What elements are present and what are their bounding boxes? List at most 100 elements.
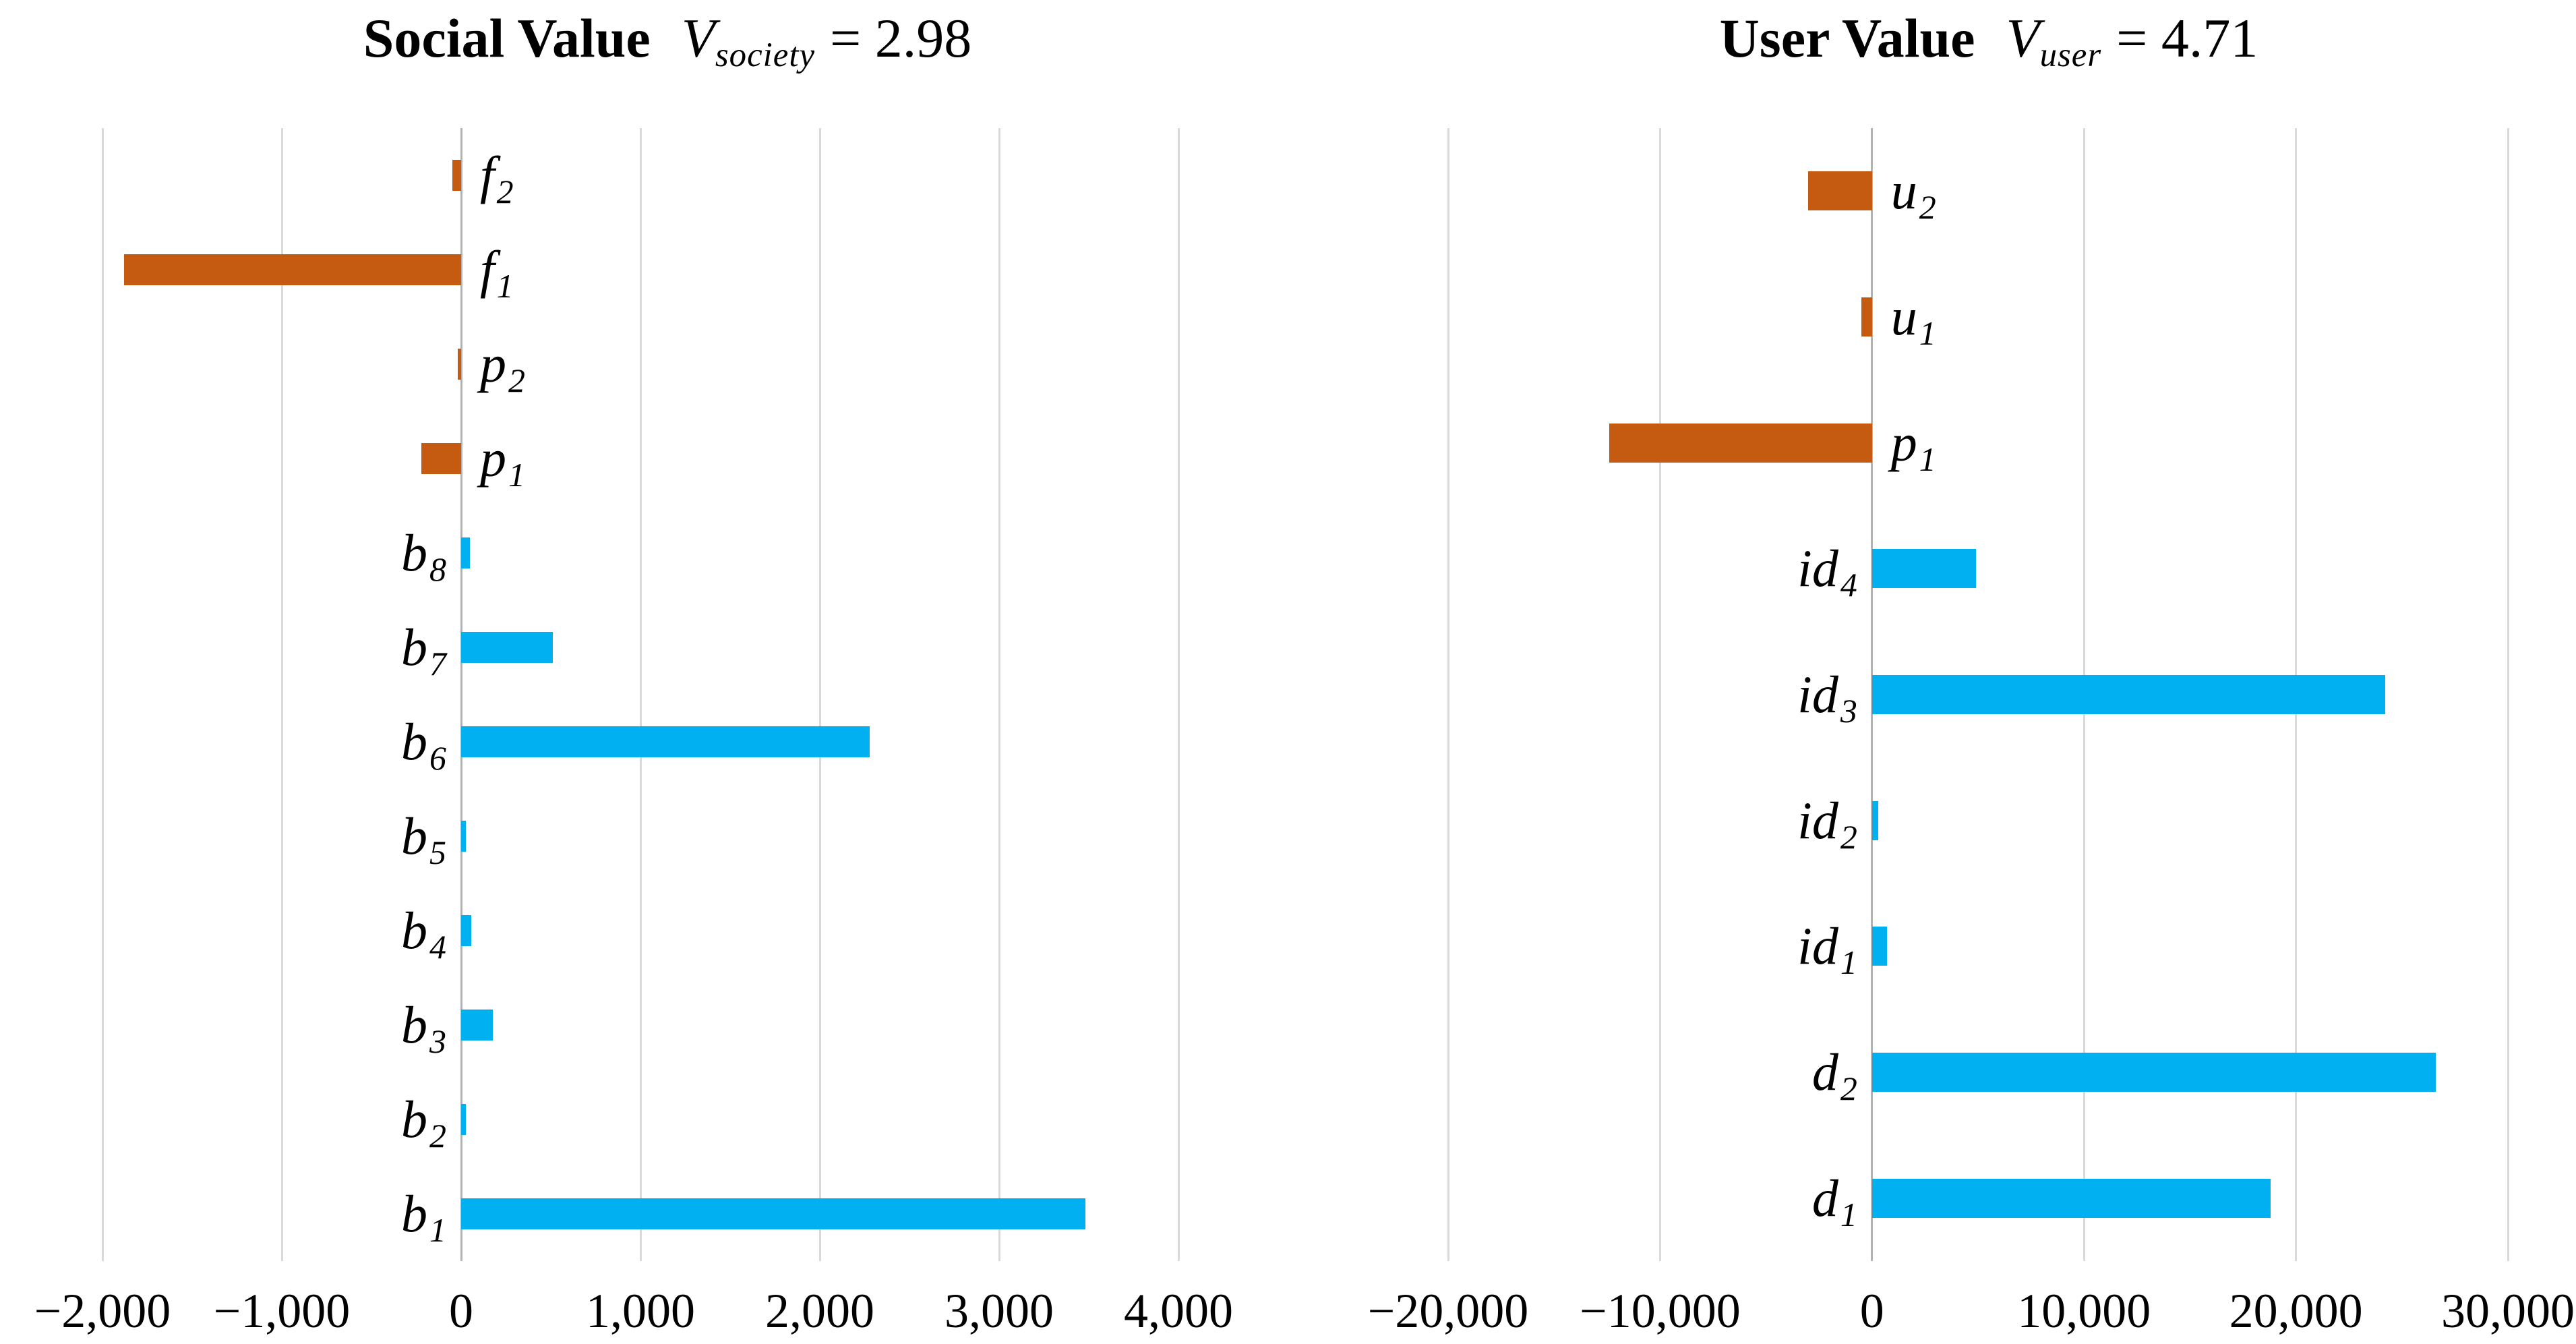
category-label-subscript: 1 (496, 267, 514, 305)
category-label-u1: u1 (1891, 291, 1936, 351)
category-label-b4: b4 (401, 901, 446, 964)
category-label-d1: d1 (1811, 1168, 1857, 1231)
x-axis-tick-label: 20,000 (2229, 1284, 2363, 1338)
category-label-subscript: 1 (508, 456, 525, 494)
category-label-base: id (1797, 790, 1838, 850)
category-label-base: d (1811, 1168, 1838, 1227)
category-label-b5: b5 (401, 807, 446, 870)
category-label-subscript: 2 (1840, 818, 1857, 856)
chart-title-variable-subscript: user (2039, 36, 2102, 74)
category-label-subscript: 1 (429, 1211, 446, 1249)
x-axis-tick-label: 1,000 (586, 1284, 695, 1338)
category-label-base: b (401, 523, 428, 582)
category-label-base: b (401, 995, 428, 1054)
gridline (1447, 128, 1449, 1261)
category-label-base: b (401, 712, 428, 771)
category-label-p1: p1 (480, 429, 525, 492)
category-label-subscript: 7 (429, 645, 446, 682)
category-label-id1: id1 (1797, 920, 1857, 980)
category-label-id3: id3 (1797, 665, 1857, 728)
category-label-id2: id2 (1797, 790, 1857, 854)
category-label-subscript: 1 (1840, 944, 1857, 982)
bar-b6 (461, 726, 870, 757)
bar-b2 (461, 1104, 466, 1135)
bar-id4 (1871, 549, 1976, 589)
chart-title-social-value: Social Value Vsociety = 2.98 (363, 1, 972, 82)
category-label-f2: f2 (480, 146, 514, 209)
category-label-base: p (480, 429, 506, 488)
category-label-base: id (1797, 665, 1838, 724)
category-label-base: p (1890, 413, 1917, 472)
gridline (998, 128, 1000, 1261)
category-label-base: b (401, 1090, 428, 1148)
category-label-subscript: 2 (496, 173, 514, 210)
category-label-base: d (1811, 1043, 1838, 1101)
category-label-subscript: 5 (429, 834, 446, 871)
gridline (2507, 128, 2509, 1261)
bar-p1 (1609, 423, 1872, 463)
chart-title-variable: V (2006, 7, 2040, 69)
category-label-subscript: 2 (1840, 1070, 1857, 1107)
bar-u1 (1861, 297, 1872, 337)
bar-b3 (461, 1010, 493, 1041)
category-label-d2: d2 (1811, 1043, 1857, 1106)
zero-axis-line (460, 128, 462, 1261)
bar-b1 (461, 1198, 1085, 1229)
category-label-subscript: 6 (429, 739, 446, 777)
category-label-p1: p1 (1891, 416, 1936, 476)
category-label-f1: f1 (480, 240, 514, 303)
gridline (280, 128, 283, 1261)
gridline (818, 128, 821, 1261)
category-label-subscript: 8 (429, 550, 446, 588)
x-axis-tick-label: 2,000 (765, 1284, 874, 1338)
bar-f2 (452, 160, 461, 191)
category-label-base: f (480, 146, 495, 204)
x-axis-tick-label: 4,000 (1124, 1284, 1233, 1338)
bar-f1 (123, 254, 461, 285)
bar-d1 (1871, 1178, 2271, 1218)
bar-u2 (1808, 171, 1872, 211)
category-label-u2: u2 (1891, 165, 1936, 225)
category-label-base: p (480, 334, 506, 393)
gridline (1177, 128, 1180, 1261)
gridline (639, 128, 642, 1261)
x-axis-tick-label: 0 (449, 1284, 473, 1338)
category-label-subscript: 1 (1919, 440, 1936, 478)
chart-title-user-value: User Value Vuser = 4.71 (1720, 1, 2258, 82)
x-axis-tick-label: 3,000 (945, 1284, 1054, 1338)
chart-title-value: = 2.98 (830, 7, 972, 69)
x-axis-tick-label: −1,000 (213, 1284, 351, 1338)
bar-p2 (457, 349, 461, 380)
category-label-base: b (401, 901, 428, 960)
chart-title-text: Social Value (363, 7, 651, 69)
x-axis-tick-label: −2,000 (34, 1284, 171, 1338)
category-label-base: b (401, 807, 428, 865)
category-label-b2: b2 (401, 1090, 446, 1153)
bar-b5 (461, 821, 466, 852)
chart-title-variable: V (681, 7, 715, 69)
category-label-subscript: 3 (1840, 692, 1857, 730)
bar-id1 (1871, 927, 1887, 966)
category-label-base: u (1890, 161, 1917, 221)
chart-title-variable-subscript: society (715, 36, 816, 74)
bar-p1 (421, 443, 461, 474)
category-label-base: b (401, 1184, 428, 1243)
category-label-id4: id4 (1797, 539, 1857, 602)
category-label-b8: b8 (401, 527, 446, 587)
bar-id3 (1871, 675, 2385, 714)
category-label-base: u (1890, 287, 1917, 346)
category-label-subscript: 4 (1840, 566, 1857, 604)
category-label-base: b (401, 618, 428, 676)
x-axis-tick-label: 0 (1859, 1284, 1884, 1338)
category-label-base: id (1797, 539, 1838, 598)
category-label-base: f (480, 240, 495, 299)
x-axis-tick-label: 10,000 (2017, 1284, 2151, 1338)
category-label-b1: b1 (401, 1188, 446, 1248)
x-axis-tick-label: −10,000 (1580, 1284, 1741, 1338)
category-label-p2: p2 (480, 338, 525, 398)
category-label-subscript: 3 (429, 1022, 446, 1060)
bar-b4 (461, 915, 471, 946)
category-label-b7: b7 (401, 618, 446, 681)
category-label-subscript: 2 (508, 361, 525, 399)
